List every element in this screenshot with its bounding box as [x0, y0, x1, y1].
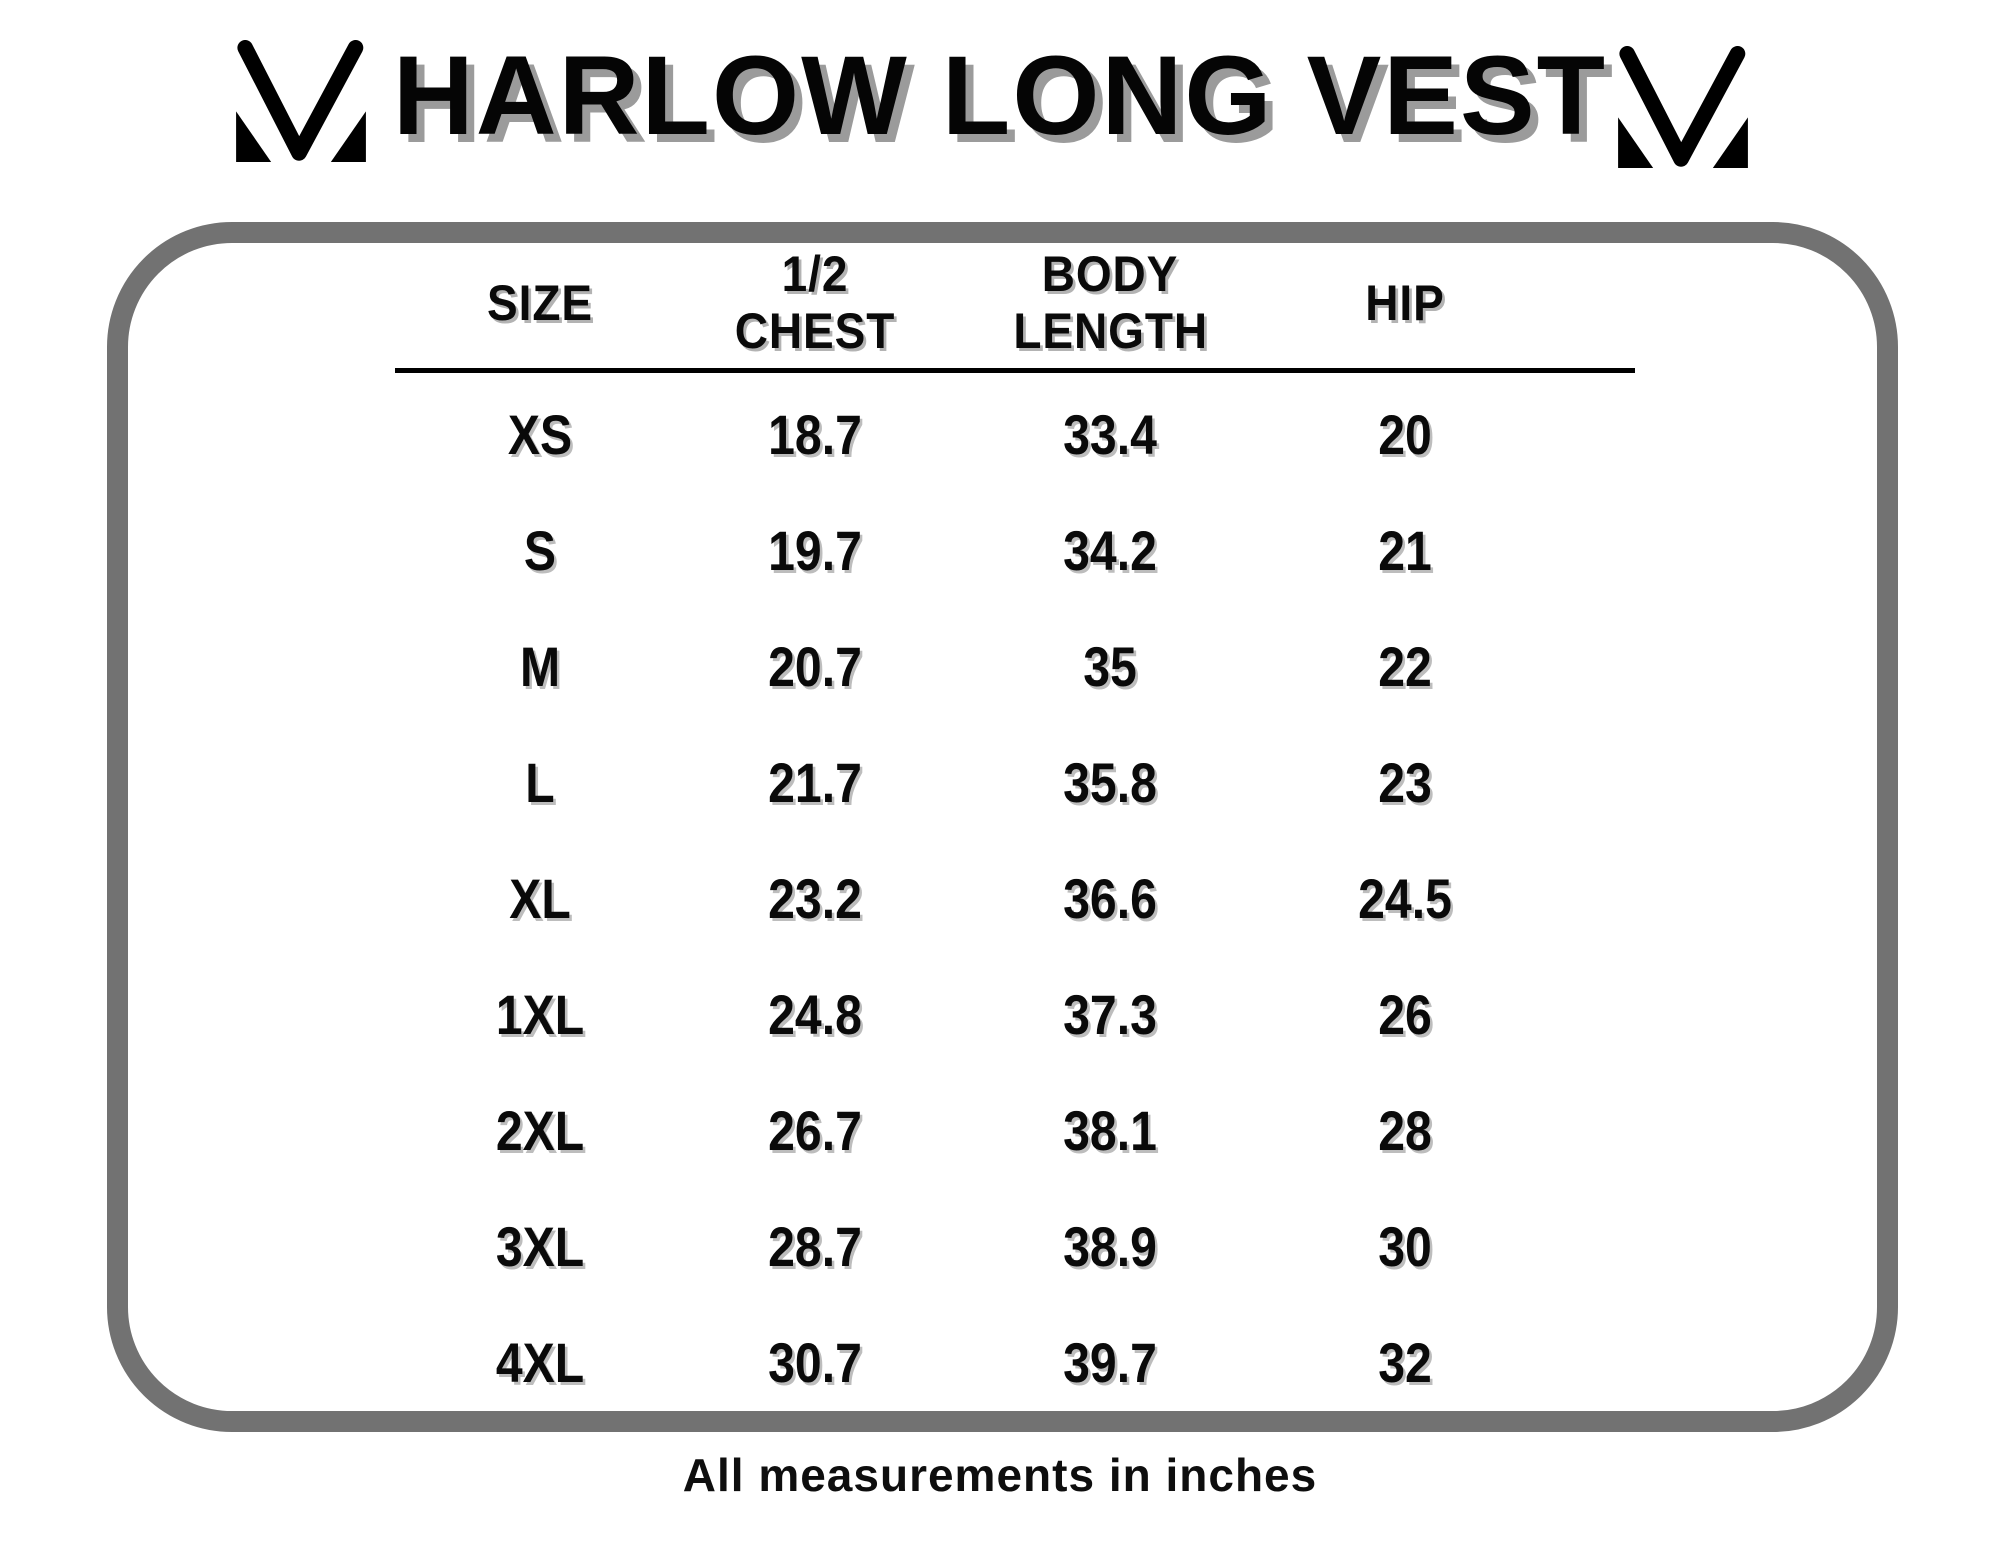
half-chest-value: 21.7 — [768, 750, 862, 814]
chart-border-panel — [107, 222, 1898, 1432]
body-length-value: 35 — [1083, 634, 1137, 698]
table-body: XS 18.7 33.4 20 S 19.7 34.2 21 M 20.7 35… — [395, 366, 1635, 1420]
size-label: 2XL — [495, 1098, 585, 1162]
column-header-half-chest: 1/2 CHEST — [734, 246, 896, 359]
body-length-value: 37.3 — [1063, 982, 1157, 1046]
table-row-l: L 21.7 35.8 23 — [395, 724, 1635, 840]
hip-value: 22 — [1378, 634, 1432, 698]
half-chest-value: 24.8 — [768, 982, 862, 1046]
body-length-value: 36.6 — [1063, 866, 1157, 930]
brand-m-monogram-icon — [236, 40, 366, 162]
table-row-2xl: 2XL 26.7 38.1 28 — [395, 1072, 1635, 1188]
table-row-4xl: 4XL 30.7 39.7 32 — [395, 1304, 1635, 1420]
hip-value: 24.5 — [1358, 866, 1452, 930]
size-label: XL — [509, 866, 571, 930]
half-chest-value: 19.7 — [768, 518, 862, 582]
half-chest-value: 20.7 — [768, 634, 862, 698]
body-length-value: 38.1 — [1063, 1098, 1157, 1162]
half-chest-value: 26.7 — [768, 1098, 862, 1162]
table-row-3xl: 3XL 28.7 38.9 30 — [395, 1188, 1635, 1304]
hip-value: 20 — [1378, 402, 1432, 466]
body-length-value: 39.7 — [1063, 1330, 1157, 1394]
size-label: 1XL — [495, 982, 585, 1046]
hip-value: 21 — [1378, 518, 1432, 582]
column-header-body-length: BODY LENGTH — [1013, 246, 1209, 359]
size-label: S — [523, 518, 557, 582]
hip-value: 30 — [1378, 1214, 1432, 1278]
body-length-value: 38.9 — [1063, 1214, 1157, 1278]
size-table: SIZE 1/2 CHEST BODY LENGTH HIP XS 18.7 3… — [395, 240, 1635, 1420]
table-row-xs: XS 18.7 33.4 20 — [395, 376, 1635, 492]
table-header-row: SIZE 1/2 CHEST BODY LENGTH HIP — [395, 240, 1635, 366]
size-label: M — [519, 634, 561, 698]
half-chest-value: 30.7 — [768, 1330, 862, 1394]
table-row-xl: XL 23.2 36.6 24.5 — [395, 840, 1635, 956]
page-title: HARLOW LONG VEST — [392, 33, 1608, 158]
units-note: All measurements in inches — [682, 1449, 1318, 1501]
hip-value: 23 — [1378, 750, 1432, 814]
hip-value: 26 — [1378, 982, 1432, 1046]
header-divider-line — [395, 368, 1635, 373]
half-chest-value: 23.2 — [768, 866, 862, 930]
column-header-size: SIZE — [487, 274, 593, 331]
size-label: XS — [507, 402, 573, 466]
body-length-value: 34.2 — [1063, 518, 1157, 582]
table-row-1xl: 1XL 24.8 37.3 26 — [395, 956, 1635, 1072]
table-row-s: S 19.7 34.2 21 — [395, 492, 1635, 608]
table-row-m: M 20.7 35 22 — [395, 608, 1635, 724]
size-label: 4XL — [495, 1330, 585, 1394]
size-label: 3XL — [495, 1214, 585, 1278]
hip-value: 32 — [1378, 1330, 1432, 1394]
half-chest-value: 18.7 — [768, 402, 862, 466]
brand-m-monogram-icon — [1618, 46, 1748, 168]
half-chest-value: 28.7 — [768, 1214, 862, 1278]
body-length-value: 33.4 — [1063, 402, 1157, 466]
size-label: L — [525, 750, 555, 814]
body-length-value: 35.8 — [1063, 750, 1157, 814]
column-header-hip: HIP — [1365, 274, 1445, 331]
hip-value: 28 — [1378, 1098, 1432, 1162]
